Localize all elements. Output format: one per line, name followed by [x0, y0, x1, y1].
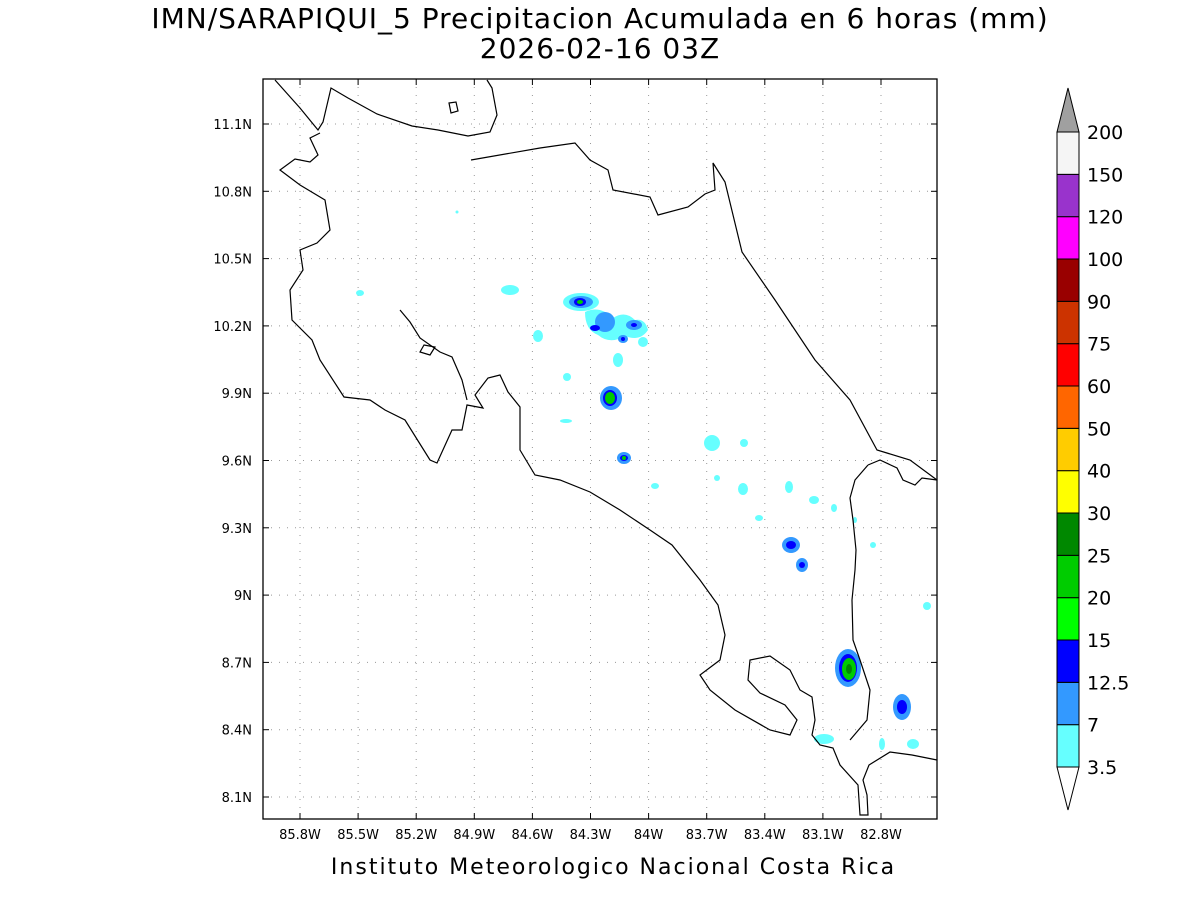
colorbar-swatch: [1056, 385, 1080, 429]
colorbar-label: 12.5: [1087, 672, 1129, 694]
colorbar-swatch: [1056, 173, 1080, 218]
colorbar-swatch: [1056, 512, 1080, 556]
lon-tick-label: 84.9W: [453, 828, 495, 843]
footer-credit: Instituto Meteorologico Nacional Costa R…: [330, 855, 897, 880]
map-subtitle-datetime: 2026-02-16 03Z: [479, 32, 721, 65]
colorbar-swatch: [1056, 131, 1080, 175]
lon-tick-label: 85.8W: [279, 828, 321, 843]
colorbar-swatch: [1056, 216, 1080, 260]
colorbar-label: 50: [1087, 418, 1111, 440]
colorbar-swatch: [1056, 724, 1080, 768]
colorbar-label: 150: [1087, 164, 1123, 186]
colorbar-label: 60: [1087, 376, 1111, 398]
lon-tick-label: 84.3W: [570, 828, 612, 843]
colorbar-swatch: [1056, 343, 1080, 387]
colorbar-label: 30: [1087, 503, 1111, 525]
colorbar-legend: 3.5 7 12.5 15 20 25 30 40 50 60 75 90 100 120 150 200: [1056, 87, 1129, 811]
colorbar-label: 3.5: [1087, 757, 1117, 779]
lon-tick-label: 83.7W: [686, 828, 728, 843]
colorbar-swatch: [1056, 554, 1080, 599]
colorbar-bottom-arrow: [1056, 766, 1080, 811]
lon-tick-label: 83.1W: [802, 828, 844, 843]
lon-tick-label: 84.6W: [511, 828, 553, 843]
lat-tick-label: 8.7N: [222, 656, 252, 671]
colorbar-swatch: [1056, 300, 1080, 345]
colorbar-swatch: [1056, 639, 1080, 683]
lon-tick-label: 85.2W: [395, 828, 437, 843]
colorbar-swatch: [1056, 681, 1080, 726]
plot-frame: [262, 78, 938, 820]
precipitation-field: [356, 210, 931, 750]
lon-tick-label: 83.4W: [744, 828, 786, 843]
colorbar-label: 40: [1087, 461, 1111, 483]
colorbar-swatch: [1056, 470, 1080, 514]
lon-tick-label: 82.8W: [860, 828, 902, 843]
coastline-outline: [274, 79, 938, 816]
lat-tick-label: 10.8N: [213, 185, 252, 200]
map-grid: [263, 79, 937, 819]
lat-tick-label: 10.5N: [213, 253, 252, 268]
lon-tick-label: 84W: [634, 828, 664, 843]
lon-tick-label: 85.5W: [337, 828, 379, 843]
lat-tick-label: 9.3N: [222, 522, 252, 537]
axis-ticks: 85.8W 85.5W 85.2W 84.9W 84.6W 84.3W 84W 83.7W 83…: [213, 79, 937, 843]
lat-tick-label: 9N: [234, 589, 252, 604]
lat-tick-label: 9.6N: [222, 455, 252, 470]
colorbar-swatch: [1056, 427, 1080, 472]
colorbar-label: 20: [1087, 588, 1111, 610]
colorbar-swatch: [1056, 258, 1080, 302]
colorbar-swatch: [1056, 597, 1080, 641]
colorbar-label: 25: [1087, 545, 1111, 567]
lat-tick-label: 10.2N: [213, 320, 252, 335]
colorbar-label: 120: [1087, 207, 1123, 229]
colorbar-label: 90: [1087, 291, 1111, 313]
colorbar-label: 100: [1087, 249, 1123, 271]
colorbar-label: 200: [1087, 122, 1123, 144]
lat-tick-label: 8.1N: [222, 791, 252, 806]
colorbar-label: 7: [1087, 715, 1099, 737]
colorbar-top-arrow: [1056, 87, 1080, 133]
map-title: IMN/SARAPIQUI_5 Precipitacion Acumulada …: [151, 2, 1049, 35]
lat-tick-label: 8.4N: [222, 724, 252, 739]
lat-tick-label: 11.1N: [213, 118, 252, 133]
colorbar-label: 75: [1087, 334, 1111, 356]
colorbar-label: 15: [1087, 630, 1111, 652]
lat-tick-label: 9.9N: [222, 387, 252, 402]
